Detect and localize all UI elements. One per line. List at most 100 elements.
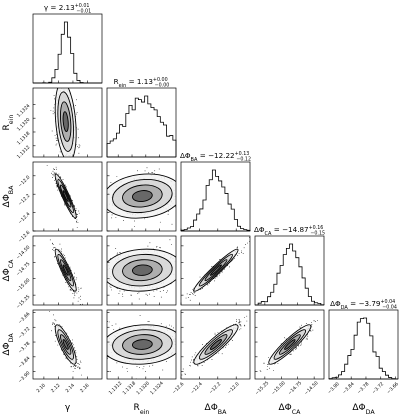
panel-frame [106, 87, 177, 158]
contour-line [193, 324, 239, 365]
histogram-step-line [255, 243, 325, 306]
x-tick-label: 2.16 [79, 383, 91, 395]
y-tick-label: −3.84 [17, 355, 31, 369]
density-fill [63, 190, 69, 202]
x-tick-label: 1.1324 [149, 380, 165, 396]
contour-line [54, 248, 77, 292]
contour-line [209, 339, 222, 350]
x-tick-label: 2.10 [35, 383, 47, 395]
panel-gamma-vs-dPhi_CA [32, 235, 103, 306]
panel-frame [180, 235, 251, 306]
y-tick-label: −3.72 [17, 326, 31, 340]
panel-frame [32, 161, 103, 232]
x-tick-label: −12.6 [171, 381, 185, 395]
y-tick-label: −3.90 [17, 370, 31, 384]
contour-line [62, 190, 69, 203]
contour-line [57, 91, 74, 152]
panel-frame [254, 235, 325, 306]
histogram-step-line [106, 95, 177, 157]
ylabel-dPhi_CA: ΔΦCA [2, 259, 15, 282]
panel-frame [32, 87, 103, 158]
contour-line [60, 259, 72, 282]
y-tick-label: −14.50 [15, 244, 31, 260]
y-tick-label: −12.2 [17, 193, 31, 207]
panel-frame [32, 13, 103, 84]
ylabel-R_ein: Rein [2, 115, 15, 131]
contour-line [122, 184, 163, 208]
title-dPhi_BA: ΔΦBA = −12.22+0.13 −0.12 [180, 151, 251, 163]
histogram-step-line [180, 169, 251, 231]
panel-frame [328, 309, 399, 380]
x-tick-label: 1.1320 [135, 380, 151, 396]
panel-R_ein-vs-dPhi_DA [106, 309, 177, 380]
title-R_ein: Rein = 1.13+0.00 −0.00 [114, 77, 170, 89]
x-tick-label: −14.75 [287, 380, 303, 396]
histogram-dPhi_CA: ΔΦCA = −14.87+0.16 −0.15 [254, 225, 325, 306]
x-tick-label: −12.0 [226, 381, 240, 395]
x-tick-label: 1.1318 [121, 380, 137, 396]
histogram-R_ein: Rein = 1.13+0.00 −0.00 [106, 77, 177, 158]
contour-line [107, 248, 176, 292]
contour-line [112, 253, 173, 287]
contour-line [209, 264, 222, 276]
contour-line [54, 173, 77, 219]
contour-line [60, 334, 72, 355]
histogram-gamma: γ = 2.13+0.01 −0.01 [32, 3, 103, 84]
panel-dPhi_BA-vs-dPhi_CA [180, 235, 251, 306]
contour-line [204, 259, 228, 282]
y-tick-label: 1.1312 [16, 144, 32, 160]
y-tick-label: −3.66 [17, 311, 31, 325]
density-fill [132, 339, 153, 350]
panel-frame [106, 309, 177, 380]
contour-line [62, 111, 69, 133]
y-tick-label: −14.75 [15, 261, 31, 277]
panel-frame [254, 309, 325, 380]
panel-frame [180, 309, 251, 380]
x-tick-label: −3.72 [371, 381, 385, 395]
contour-line [60, 184, 72, 208]
contour-line [60, 101, 72, 142]
contour-line [107, 173, 176, 219]
y-tick-label: 1.1318 [16, 131, 32, 147]
x-tick-label: 2.12 [50, 383, 62, 395]
contour-line [131, 339, 153, 350]
x-tick-label: −14.50 [303, 380, 319, 396]
contour-line [198, 253, 233, 287]
panel-frame [180, 161, 251, 232]
y-tick-label: −15.00 [15, 277, 31, 293]
panel-frame [106, 235, 177, 306]
density-fill [210, 264, 222, 276]
y-tick-label: −12.4 [17, 211, 31, 225]
xlabel-R_ein: Rein [134, 403, 150, 415]
x-tick-label: −3.90 [327, 381, 341, 395]
xlabel-gamma: γ [65, 403, 71, 413]
contour-line [57, 253, 74, 287]
x-tick-label: −3.84 [341, 381, 355, 395]
histogram-dPhi_DA: ΔΦDA = −3.79+0.04 −0.04 [328, 299, 399, 380]
panel-R_ein-vs-dPhi_BA [106, 161, 177, 232]
contour-line [62, 264, 69, 276]
panel-frame [32, 235, 103, 306]
contour-line [284, 339, 296, 350]
contour-line [54, 88, 77, 157]
y-tick-label: 1.1320 [16, 117, 32, 133]
xlabel-dPhi_BA: ΔΦBA [205, 403, 228, 415]
y-tick-label: −15.25 [15, 294, 31, 310]
density-fill [63, 111, 69, 132]
x-tick-label: −12.2 [208, 381, 222, 395]
contour-line [131, 264, 153, 276]
density-fill [132, 190, 153, 202]
panel-gamma-vs-dPhi_DA [32, 309, 103, 380]
xlabel-dPhi_DA: ΔΦDA [352, 403, 375, 415]
x-tick-label: −15.00 [270, 380, 286, 396]
ylabel-dPhi_BA: ΔΦBA [2, 185, 15, 208]
xlabel-dPhi_CA: ΔΦCA [279, 403, 302, 415]
x-tick-label: −15.25 [254, 380, 270, 396]
contour-line [278, 334, 301, 355]
title-gamma: γ = 2.13+0.01 −0.01 [44, 3, 91, 15]
contour-line [62, 339, 69, 350]
contour-line [57, 329, 74, 360]
y-tick-label: −12.6 [17, 230, 31, 244]
contour-line [112, 329, 173, 360]
